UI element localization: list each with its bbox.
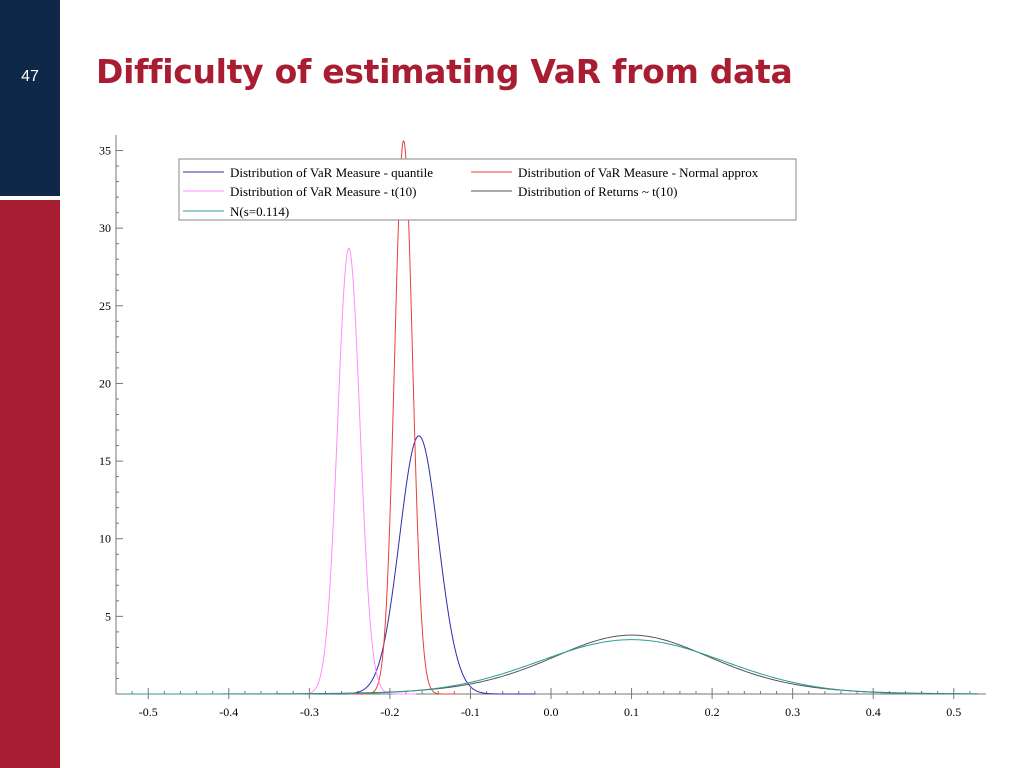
legend-label: Distribution of Returns ~ t(10) [518, 184, 677, 199]
y-tick-label: 30 [99, 221, 111, 235]
slide-number: 47 [21, 68, 39, 85]
x-tick-label: 0.1 [624, 705, 639, 719]
x-tick-label: -0.4 [219, 705, 238, 719]
x-tick-label: 0.5 [946, 705, 961, 719]
legend-label: Distribution of VaR Measure - quantile [230, 165, 433, 180]
x-tick-label: 0.0 [544, 705, 559, 719]
y-tick-label: 10 [99, 532, 111, 546]
x-tick-label: -0.1 [461, 705, 480, 719]
chart-axes: -0.5 -0.4 -0.3 -0.2 -0.1 0.0 0.1 0.2 0.3 0.4 0.5 5 1… [99, 135, 986, 719]
legend-label: Distribution of VaR Measure - t(10) [230, 184, 416, 199]
y-tick-label: 35 [99, 144, 111, 158]
x-tick-label: 0.4 [866, 705, 881, 719]
y-tick-label: 25 [99, 299, 111, 313]
x-tick-label: -0.2 [380, 705, 399, 719]
y-tick-label: 5 [105, 609, 111, 623]
x-tick-label: 0.2 [705, 705, 720, 719]
legend-box [178, 158, 797, 221]
y-tick-label: 15 [99, 454, 111, 468]
x-tick-label: -0.5 [139, 705, 158, 719]
x-tick-label: -0.3 [300, 705, 319, 719]
sidebar-top-band [0, 0, 60, 196]
x-tick-label: 0.3 [785, 705, 800, 719]
slide-title: Difficulty of estimating VaR from data [96, 52, 793, 91]
chart-legend: Distribution of VaR Measure - quantile Di… [178, 158, 797, 221]
legend-label: N(s=0.114) [230, 204, 289, 219]
y-tick-label: 20 [99, 376, 111, 390]
series-line-n-s-0-114 [124, 639, 978, 695]
legend-label: Distribution of VaR Measure - Normal app… [518, 165, 759, 180]
series-line-distribution-of-returns-t-10 [124, 634, 978, 695]
sidebar-bottom-band [0, 200, 60, 768]
series-line-distribution-of-var-measure-normal-approx [349, 140, 458, 695]
chart-curves [124, 140, 978, 695]
